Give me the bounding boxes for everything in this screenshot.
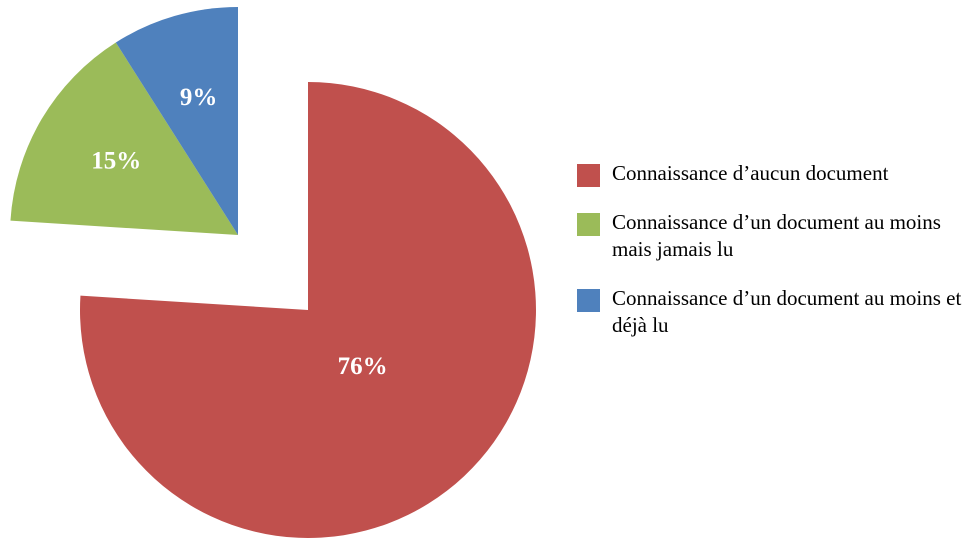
legend-label-deja-lu: Connaissance d’un document au moins et d… — [612, 286, 962, 337]
slice-deja-lu — [115, 7, 238, 235]
legend-label-aucun-document: Connaissance d’aucun document — [612, 161, 889, 185]
slice-label-deja-lu: 9% — [180, 84, 218, 111]
slice-label-aucun-document: 76% — [338, 353, 388, 380]
slice-jamais-lu — [10, 42, 239, 235]
legend-swatch-jamais-lu — [577, 213, 600, 236]
legend-item-deja-lu: Connaissance d’un document au moins et d… — [577, 285, 969, 339]
legend: Connaissance d’aucun document Connaissan… — [577, 160, 969, 339]
legend-item-jamais-lu: Connaissance d’un document au moins mais… — [577, 209, 969, 263]
slice-label-jamais-lu: 15% — [91, 148, 141, 175]
slice-aucun-document — [80, 82, 536, 538]
legend-label-jamais-lu: Connaissance d’un document au moins mais… — [612, 210, 941, 261]
legend-item-aucun-document: Connaissance d’aucun document — [577, 160, 969, 187]
legend-swatch-deja-lu — [577, 289, 600, 312]
legend-swatch-aucun-document — [577, 164, 600, 187]
